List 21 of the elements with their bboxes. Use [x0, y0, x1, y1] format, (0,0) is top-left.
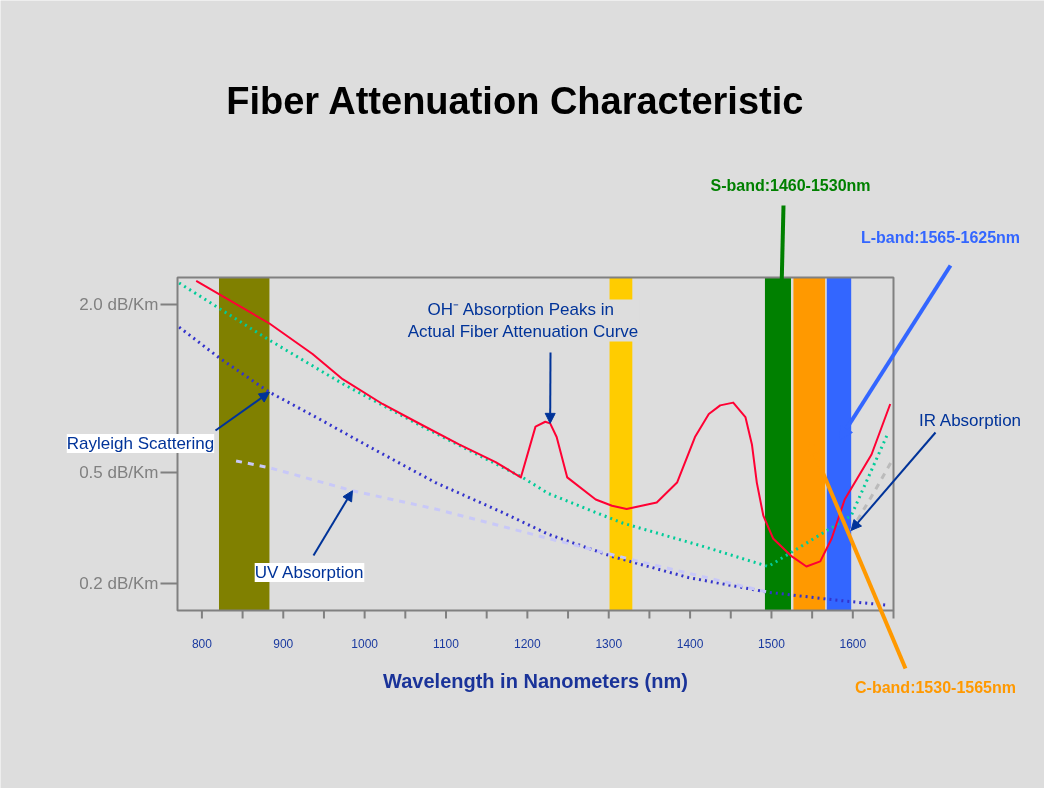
y-tick-label: 0.5 dB/Km	[79, 462, 159, 482]
x-tick-label: 1200	[514, 637, 542, 651]
annotation: Rayleigh Scattering	[66, 434, 215, 453]
x-tick-label: 1600	[839, 637, 867, 651]
x-axis-title: Wavelength in Nanometers (nm)	[383, 669, 688, 692]
x-tick-label: 1300	[595, 637, 623, 651]
annotation: IR Absorption	[919, 411, 1022, 430]
band-label: S-band:1460-1530nm	[710, 177, 871, 194]
x-tick-label: 900	[273, 637, 294, 651]
band-label: L-band:1565-1625nm	[860, 229, 1021, 246]
x-tick-label: 1500	[758, 637, 786, 651]
x-tick-label: 800	[191, 637, 213, 651]
band-label: C-band:1530-1565nm	[855, 679, 1016, 696]
x-tick-label: 1100	[433, 637, 460, 651]
annotation: OH⁻ Absorption Peaks in Actual Fiber Attenuation Curve	[407, 299, 639, 342]
annotation: UV Absorption	[254, 563, 364, 582]
x-tick-label: 1400	[676, 637, 704, 651]
y-tick-label: 2.0 dB/Km	[79, 295, 159, 315]
x-tick-label: 1000	[351, 637, 379, 651]
y-tick-label: 0.2 dB/Km	[79, 573, 159, 593]
chart-title: Fiber Attenuation Characteristic	[226, 79, 804, 122]
